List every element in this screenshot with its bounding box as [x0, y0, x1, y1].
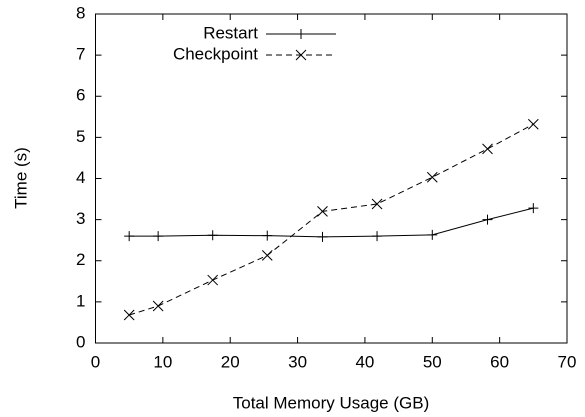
y-tick-label: 4: [76, 168, 85, 187]
data-point: [261, 250, 273, 261]
x-tick-label: 50: [423, 352, 442, 371]
legend-label: Checkpoint: [173, 44, 258, 63]
y-tick-label: 3: [76, 209, 85, 228]
y-tick-label: 6: [76, 86, 85, 105]
y-axis-label: Time (s): [11, 147, 30, 209]
plot-frame: [95, 13, 568, 344]
y-tick-label: 7: [76, 45, 85, 64]
x-tick-label: 0: [91, 352, 100, 371]
y-tick-label: 0: [76, 332, 85, 351]
series-line: [129, 207, 534, 238]
data-point: [152, 300, 164, 312]
data-point: [426, 171, 438, 183]
legend-marker: [295, 49, 307, 61]
x-tick-label: 10: [153, 352, 172, 371]
legend-label: Restart: [203, 23, 258, 42]
y-tick-label: 5: [76, 127, 85, 146]
data-point: [482, 143, 493, 155]
data-point: [123, 309, 135, 321]
data-point: [427, 229, 438, 240]
data-point: [317, 206, 328, 217]
data-point: [317, 231, 328, 242]
data-point: [371, 198, 383, 210]
data-point: [262, 230, 273, 241]
x-tick-label: 30: [288, 352, 307, 371]
legend-marker: [296, 29, 306, 39]
y-tick-label: 2: [76, 250, 85, 269]
data-point: [153, 231, 164, 242]
x-axis-label: Total Memory Usage (GB): [233, 393, 430, 412]
data-point: [482, 214, 493, 225]
data-point: [124, 231, 135, 242]
x-tick-label: 70: [558, 352, 577, 371]
data-point: [207, 230, 218, 241]
x-tick-label: 60: [490, 352, 509, 371]
data-point: [528, 203, 539, 214]
data-point: [527, 118, 539, 130]
y-tick-label: 1: [76, 291, 85, 310]
y-tick-label: 8: [76, 3, 85, 22]
data-point: [207, 274, 219, 286]
series-line: [129, 123, 534, 316]
x-tick-label: 40: [355, 352, 374, 371]
x-tick-label: 20: [221, 352, 240, 371]
data-point: [372, 231, 383, 242]
